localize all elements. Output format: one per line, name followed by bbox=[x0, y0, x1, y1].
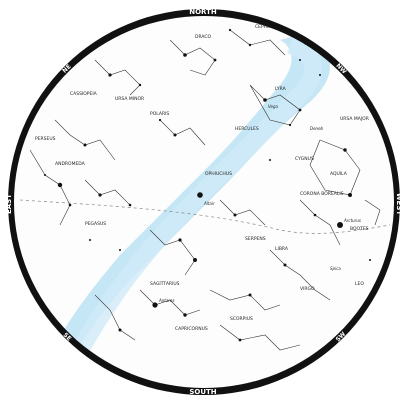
label-draco: DRACO bbox=[195, 34, 212, 40]
direction-west: WEST bbox=[395, 193, 403, 216]
label-spica: Spica bbox=[330, 266, 341, 271]
label-sagittarius: SAGITTARIUS bbox=[150, 281, 180, 287]
stars bbox=[44, 28, 371, 342]
label-perseus: PERSEUS bbox=[35, 136, 56, 142]
label-bootes: BOOTES bbox=[350, 226, 369, 232]
direction-north: NORTH bbox=[189, 8, 217, 16]
label-virgo: VIRGO bbox=[300, 286, 315, 292]
label-aquila: AQUILA bbox=[330, 171, 348, 177]
label-pegasus: PEGASUS bbox=[85, 221, 106, 227]
label-altair: Altair bbox=[203, 201, 215, 206]
label-corona-borealis: CORONA BOREALIS bbox=[300, 191, 344, 197]
label-libra: LIBRA bbox=[275, 246, 289, 252]
label-cepheus: CEPHEUS bbox=[255, 24, 276, 30]
label-scorpius: SCORPIUS bbox=[230, 316, 253, 322]
direction-se: SE bbox=[62, 331, 73, 342]
label-capricornus: CAPRICORNUS bbox=[175, 326, 208, 332]
direction-ne: NE bbox=[61, 63, 72, 74]
label-deneb: Deneb bbox=[310, 126, 324, 131]
label-serpens: SERPENS bbox=[245, 236, 266, 242]
label-hercules: HERCULES bbox=[235, 126, 259, 132]
ecliptic-line bbox=[19, 199, 391, 234]
label-lyra: LYRA bbox=[275, 86, 287, 92]
direction-east: EAST bbox=[5, 194, 13, 214]
label-cassiopeia: CASSIOPEIA bbox=[70, 91, 98, 97]
milky-way-core bbox=[72, 36, 323, 355]
label-antares: Antares bbox=[158, 298, 174, 303]
label-ursa-major: URSA MAJOR bbox=[340, 116, 369, 122]
label-vega: Vega bbox=[268, 104, 279, 109]
direction-south: SOUTH bbox=[189, 388, 216, 396]
label-polaris: POLARIS bbox=[150, 111, 169, 117]
label-cygnus: CYGNUS bbox=[295, 156, 314, 162]
label-arcturus: Arcturus bbox=[343, 218, 361, 223]
label-ursa-minor: URSA MINOR bbox=[115, 96, 144, 102]
label-ophiuchus: OPHIUCHUS bbox=[205, 171, 232, 177]
label-leo: LEO bbox=[355, 281, 364, 287]
label-andromeda: ANDROMEDA bbox=[55, 161, 86, 167]
